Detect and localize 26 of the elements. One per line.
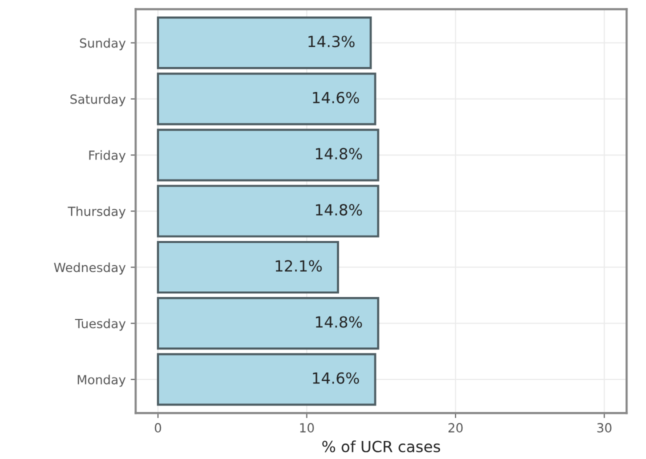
x-tick-label: 10	[300, 423, 314, 432]
data-label: 14.6%	[312, 372, 359, 384]
data-label: 14.6%	[312, 92, 359, 104]
y-tick-label: Friday	[89, 150, 126, 162]
bar	[156, 297, 380, 350]
x-tick-label: 0	[154, 423, 162, 432]
data-label: 14.8%	[316, 316, 362, 328]
y-tick-label: Saturday	[70, 94, 126, 106]
bar	[156, 353, 376, 406]
bar	[156, 16, 372, 70]
x-tick-label: 30	[597, 423, 612, 432]
y-tick-label: Thursday	[68, 206, 126, 218]
bar	[156, 128, 380, 182]
x-tick-label: 20	[448, 423, 463, 432]
y-tick-label: Wednesday	[54, 262, 126, 275]
bar	[156, 184, 380, 238]
y-tick-label: Sunday	[80, 38, 126, 50]
bar	[156, 72, 376, 126]
bar	[156, 240, 340, 294]
y-tick-label: Tuesday	[75, 318, 126, 331]
data-label: 14.8%	[316, 148, 362, 160]
data-label: 14.8%	[316, 204, 362, 216]
y-tick-label: Monday	[78, 374, 126, 387]
data-label: 14.3%	[308, 36, 355, 48]
x-axis-title: % of UCR cases	[322, 440, 440, 452]
data-label: 12.1%	[276, 260, 322, 272]
